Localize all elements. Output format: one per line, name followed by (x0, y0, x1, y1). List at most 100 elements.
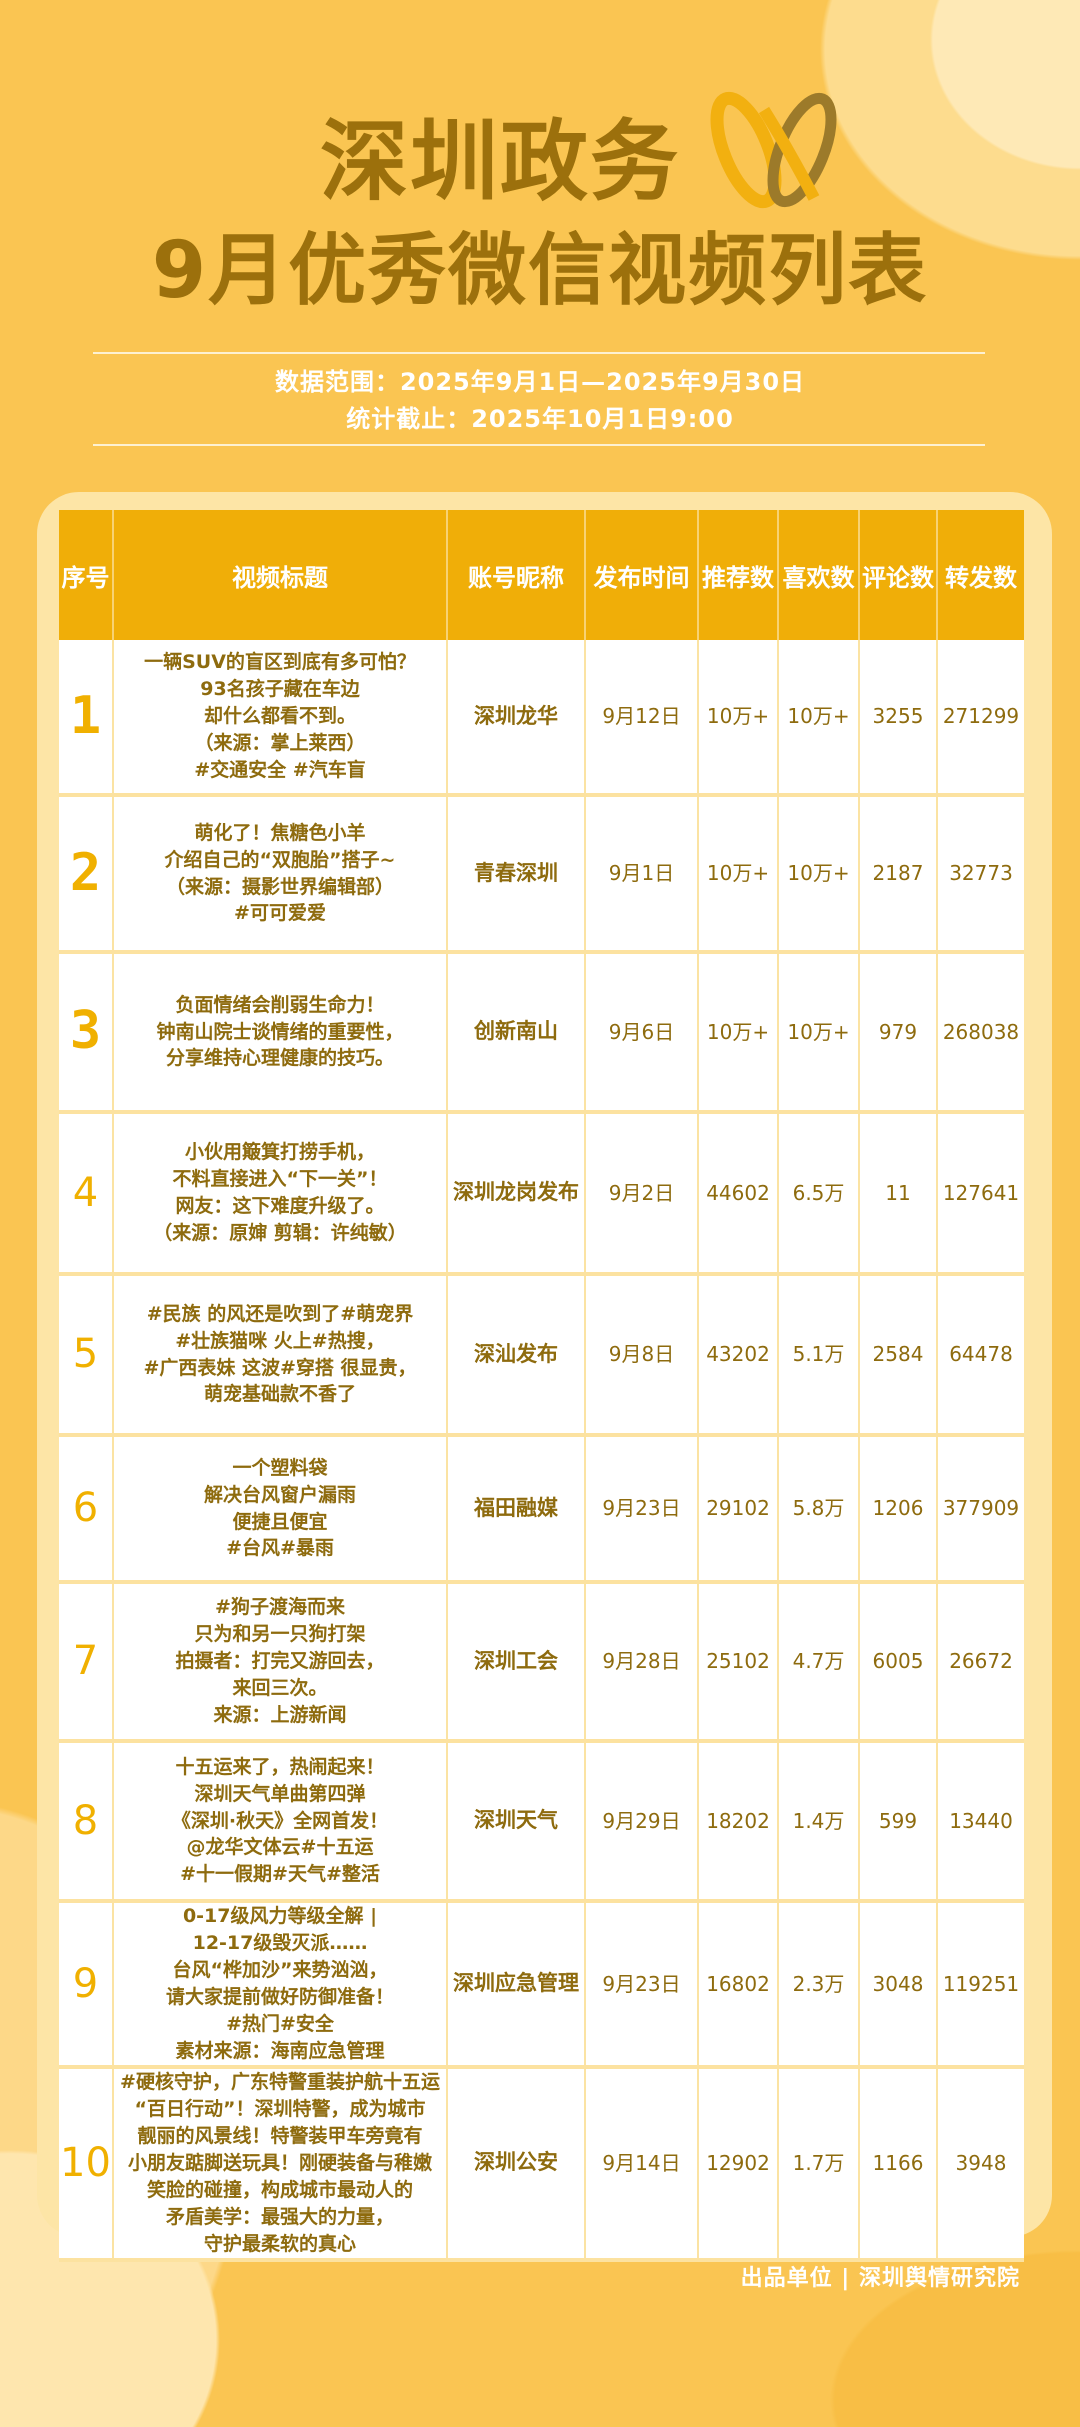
rank-cell: 5 (59, 1274, 114, 1437)
column-header-rank: 序号 (59, 510, 114, 640)
recommend-count-cell: 29102 (698, 1435, 779, 1584)
shares-count-cell: 26672 (937, 1582, 1024, 1743)
video-title-cell: 萌化了！焦糖色小羊 介绍自己的“双胞胎”搭子~ （来源：摄影世界编辑部） #可可爱爱 (113, 795, 448, 954)
account-cell: 深圳应急管理 (447, 1901, 586, 2069)
rank-cell: 3 (59, 952, 114, 1114)
video-title-cell: 小伙用簸箕打捞手机， 不料直接进入“下一关”！ 网友：这下难度升级了。 （来源：原婶 … (113, 1112, 448, 1276)
account-cell: 深圳天气 (447, 1741, 586, 1903)
publish-date-cell: 9月29日 (585, 1741, 699, 1903)
likes-count-cell: 10万+ (778, 795, 860, 954)
column-header-comments: 评论数 (859, 510, 938, 640)
publish-date-cell: 9月2日 (585, 1112, 699, 1276)
table-header-row: 序号 视频标题 账号昵称 发布时间 推荐数 喜欢数 评论数 转发数 (59, 510, 1024, 640)
table-row: 3 负面情绪会削弱生命力！ 钟南山院士谈情绪的重要性， 分享维持心理健康的技巧。 创新南… (59, 952, 1024, 1114)
shares-count-cell: 377909 (937, 1435, 1024, 1584)
account-cell: 创新南山 (447, 952, 586, 1114)
rank-cell: 6 (59, 1435, 114, 1584)
video-title-cell: 一辆SUV的盲区到底有多可怕？ 93名孩子藏在车边 却什么都看不到。 （来源：掌上莱西… (113, 640, 448, 797)
video-title-cell: 负面情绪会削弱生命力！ 钟南山院士谈情绪的重要性， 分享维持心理健康的技巧。 (113, 952, 448, 1114)
account-cell: 青春深圳 (447, 795, 586, 954)
table-row: 2 萌化了！焦糖色小羊 介绍自己的“双胞胎”搭子~ （来源：摄影世界编辑部） #可可爱爱… (59, 795, 1024, 954)
column-header-recommend: 推荐数 (698, 510, 779, 640)
table-row: 10 #硬核守护，广东特警重装护航十五运 “百日行动”！深圳特警，成为城市 靓丽的风景… (59, 2066, 1024, 2262)
publish-date-cell: 9月23日 (585, 1901, 699, 2069)
video-ranking-table: 序号 视频标题 账号昵称 发布时间 推荐数 喜欢数 评论数 转发数 1 一辆SUV… (59, 510, 1024, 2262)
divider (93, 444, 985, 446)
comments-count-cell: 6005 (859, 1582, 938, 1743)
page-title-line1: 深圳政务 (319, 110, 680, 213)
rank-cell: 10 (59, 2066, 114, 2262)
rank-cell: 1 (59, 640, 114, 797)
rank-cell: 7 (59, 1582, 114, 1743)
video-title-cell: 一个塑料袋 解决台风窗户漏雨 便捷且便宜 #台风#暴雨 (113, 1435, 448, 1584)
producer-credit: 出品单位 | 深圳舆情研究院 (740, 2266, 1020, 2291)
recommend-count-cell: 25102 (698, 1582, 779, 1743)
comments-count-cell: 1166 (859, 2066, 938, 2262)
wechat-channels-logo-icon (710, 91, 837, 209)
comments-count-cell: 11 (859, 1112, 938, 1276)
likes-count-cell: 10万+ (778, 952, 860, 1114)
shares-count-cell: 32773 (937, 795, 1024, 954)
publish-date-cell: 9月6日 (585, 952, 699, 1114)
table-row: 7 #狗子渡海而来 只为和另一只狗打架 拍摄者：打完又游回去， 来回三次。 来源：上游新闻… (59, 1582, 1024, 1743)
shares-count-cell: 127641 (937, 1112, 1024, 1276)
table-row: 9 0-17级风力等级全解 | 12-17级毁灭派…… 台风“桦加沙”来势汹汹， 请大家… (59, 1901, 1024, 2069)
recommend-count-cell: 18202 (698, 1741, 779, 1903)
publish-date-cell: 9月14日 (585, 2066, 699, 2262)
publish-date-cell: 9月28日 (585, 1582, 699, 1743)
account-cell: 深圳工会 (447, 1582, 586, 1743)
comments-count-cell: 3255 (859, 640, 938, 797)
table-row: 5 #民族 的风还是吹到了#萌宠界 #壮族猫咪 火上#热搜， #广西表妹 这波#穿搭 … (59, 1274, 1024, 1437)
video-title-cell: #硬核守护，广东特警重装护航十五运 “百日行动”！深圳特警，成为城市 靓丽的风景线！… (113, 2066, 448, 2262)
recommend-count-cell: 10万+ (698, 952, 779, 1114)
cutoff-time: 统计截止：2025年10月1日9:00 (346, 405, 734, 433)
comments-count-cell: 2584 (859, 1274, 938, 1437)
likes-count-cell: 1.4万 (778, 1741, 860, 1903)
likes-count-cell: 1.7万 (778, 2066, 860, 2262)
shares-count-cell: 268038 (937, 952, 1024, 1114)
likes-count-cell: 4.7万 (778, 1582, 860, 1743)
comments-count-cell: 2187 (859, 795, 938, 954)
data-range: 数据范围：2025年9月1日—2025年9月30日 (274, 368, 806, 396)
column-header-title: 视频标题 (113, 510, 448, 640)
video-title-cell: #民族 的风还是吹到了#萌宠界 #壮族猫咪 火上#热搜， #广西表妹 这波#穿搭 很… (113, 1274, 448, 1437)
comments-count-cell: 3048 (859, 1901, 938, 2069)
table-row: 4 小伙用簸箕打捞手机， 不料直接进入“下一关”！ 网友：这下难度升级了。 （来源：原婶… (59, 1112, 1024, 1276)
recommend-count-cell: 44602 (698, 1112, 779, 1276)
rank-cell: 4 (59, 1112, 114, 1276)
column-header-account: 账号昵称 (447, 510, 586, 640)
table-row: 1 一辆SUV的盲区到底有多可怕？ 93名孩子藏在车边 却什么都看不到。 （来源：掌上莱… (59, 640, 1024, 797)
rank-cell: 8 (59, 1741, 114, 1903)
likes-count-cell: 2.3万 (778, 1901, 860, 2069)
shares-count-cell: 3948 (937, 2066, 1024, 2262)
account-cell: 深圳龙岗发布 (447, 1112, 586, 1276)
video-title-cell: 十五运来了，热闹起来！ 深圳天气单曲第四弹 《深圳·秋天》全网首发！ @龙华文体云#十… (113, 1741, 448, 1903)
likes-count-cell: 10万+ (778, 640, 860, 797)
recommend-count-cell: 10万+ (698, 795, 779, 954)
rank-cell: 9 (59, 1901, 114, 2069)
column-header-likes: 喜欢数 (778, 510, 860, 640)
likes-count-cell: 5.8万 (778, 1435, 860, 1584)
page-title-line2: 9月优秀微信视频列表 (151, 226, 929, 316)
likes-count-cell: 6.5万 (778, 1112, 860, 1276)
account-cell: 深汕发布 (447, 1274, 586, 1437)
publish-date-cell: 9月23日 (585, 1435, 699, 1584)
column-header-date: 发布时间 (585, 510, 699, 640)
table-row: 6 一个塑料袋 解决台风窗户漏雨 便捷且便宜 #台风#暴雨 福田融媒 9月23日 29102 5… (59, 1435, 1024, 1584)
comments-count-cell: 599 (859, 1741, 938, 1903)
video-title-cell: 0-17级风力等级全解 | 12-17级毁灭派…… 台风“桦加沙”来势汹汹， 请大家提… (113, 1901, 448, 2069)
likes-count-cell: 5.1万 (778, 1274, 860, 1437)
recommend-count-cell: 43202 (698, 1274, 779, 1437)
divider (93, 352, 985, 354)
comments-count-cell: 979 (859, 952, 938, 1114)
publish-date-cell: 9月12日 (585, 640, 699, 797)
shares-count-cell: 13440 (937, 1741, 1024, 1903)
account-cell: 深圳公安 (447, 2066, 586, 2262)
video-title-cell: #狗子渡海而来 只为和另一只狗打架 拍摄者：打完又游回去， 来回三次。 来源：上游新闻 (113, 1582, 448, 1743)
publish-date-cell: 9月1日 (585, 795, 699, 954)
shares-count-cell: 271299 (937, 640, 1024, 797)
recommend-count-cell: 16802 (698, 1901, 779, 2069)
shares-count-cell: 119251 (937, 1901, 1024, 2069)
recommend-count-cell: 12902 (698, 2066, 779, 2262)
recommend-count-cell: 10万+ (698, 640, 779, 797)
